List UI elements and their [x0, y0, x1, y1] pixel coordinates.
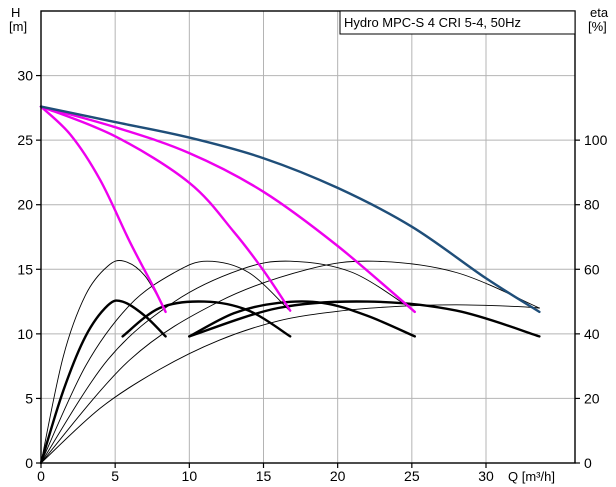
efficiency-curve [40, 260, 167, 464]
x-tick-label: 25 [404, 468, 420, 484]
x-tick-label: 0 [37, 468, 45, 484]
efficiency-curve [40, 260, 540, 464]
x-axis-label: Q [m³/h] [508, 469, 555, 484]
y-right-tick-label: 0 [584, 455, 592, 471]
y-right-tick-label: 100 [584, 132, 608, 148]
y-left-label-name: H [11, 5, 20, 20]
y-left-tick-label: 15 [17, 261, 33, 277]
efficiency-curve [40, 260, 291, 464]
x-tick-label: 20 [330, 468, 346, 484]
y-left-tick-label: 30 [17, 68, 33, 84]
power-curve [121, 300, 292, 338]
head-curve [39, 105, 292, 312]
chart-title: Hydro MPC-S 4 CRI 5-4, 50Hz [344, 15, 521, 30]
head-curve [39, 105, 167, 314]
y-right-tick-label: 80 [584, 197, 600, 213]
curves [39, 105, 541, 465]
efficiency-curve [40, 260, 416, 464]
x-tick-label: 5 [111, 468, 119, 484]
ticks: 0 5 10 15 20 25 30 0 5 10 15 20 25 30 0 20 40 60 80 100 [17, 68, 607, 484]
plot-frame [40, 10, 576, 464]
head-curve [39, 105, 416, 314]
y-right-label-unit: [%] [588, 19, 607, 34]
title-box-frame [339, 10, 576, 35]
head-curve-all-pumps [39, 105, 541, 314]
y-left-tick-label: 0 [25, 455, 33, 471]
y-left-tick-label: 25 [17, 132, 33, 148]
x-tick-label: 30 [478, 468, 494, 484]
y-left-tick-label: 10 [17, 326, 33, 342]
power-curve [39, 299, 167, 465]
y-right-tick-label: 40 [584, 326, 600, 342]
x-tick-label: 10 [182, 468, 198, 484]
y-left-tick-label: 20 [17, 197, 33, 213]
x-tick-label: 15 [256, 468, 272, 484]
title-box: Hydro MPC-S 4 CRI 5-4, 50Hz [339, 10, 576, 35]
y-left-label-unit: [m] [9, 19, 27, 34]
power-curve [188, 300, 416, 338]
y-left-tick-label: 5 [25, 390, 33, 406]
y-right-tick-label: 20 [584, 390, 600, 406]
power-curve [188, 300, 541, 338]
efficiency-curve [40, 304, 540, 464]
y-right-label-name: eta [590, 5, 609, 20]
y-right-tick-label: 60 [584, 261, 600, 277]
